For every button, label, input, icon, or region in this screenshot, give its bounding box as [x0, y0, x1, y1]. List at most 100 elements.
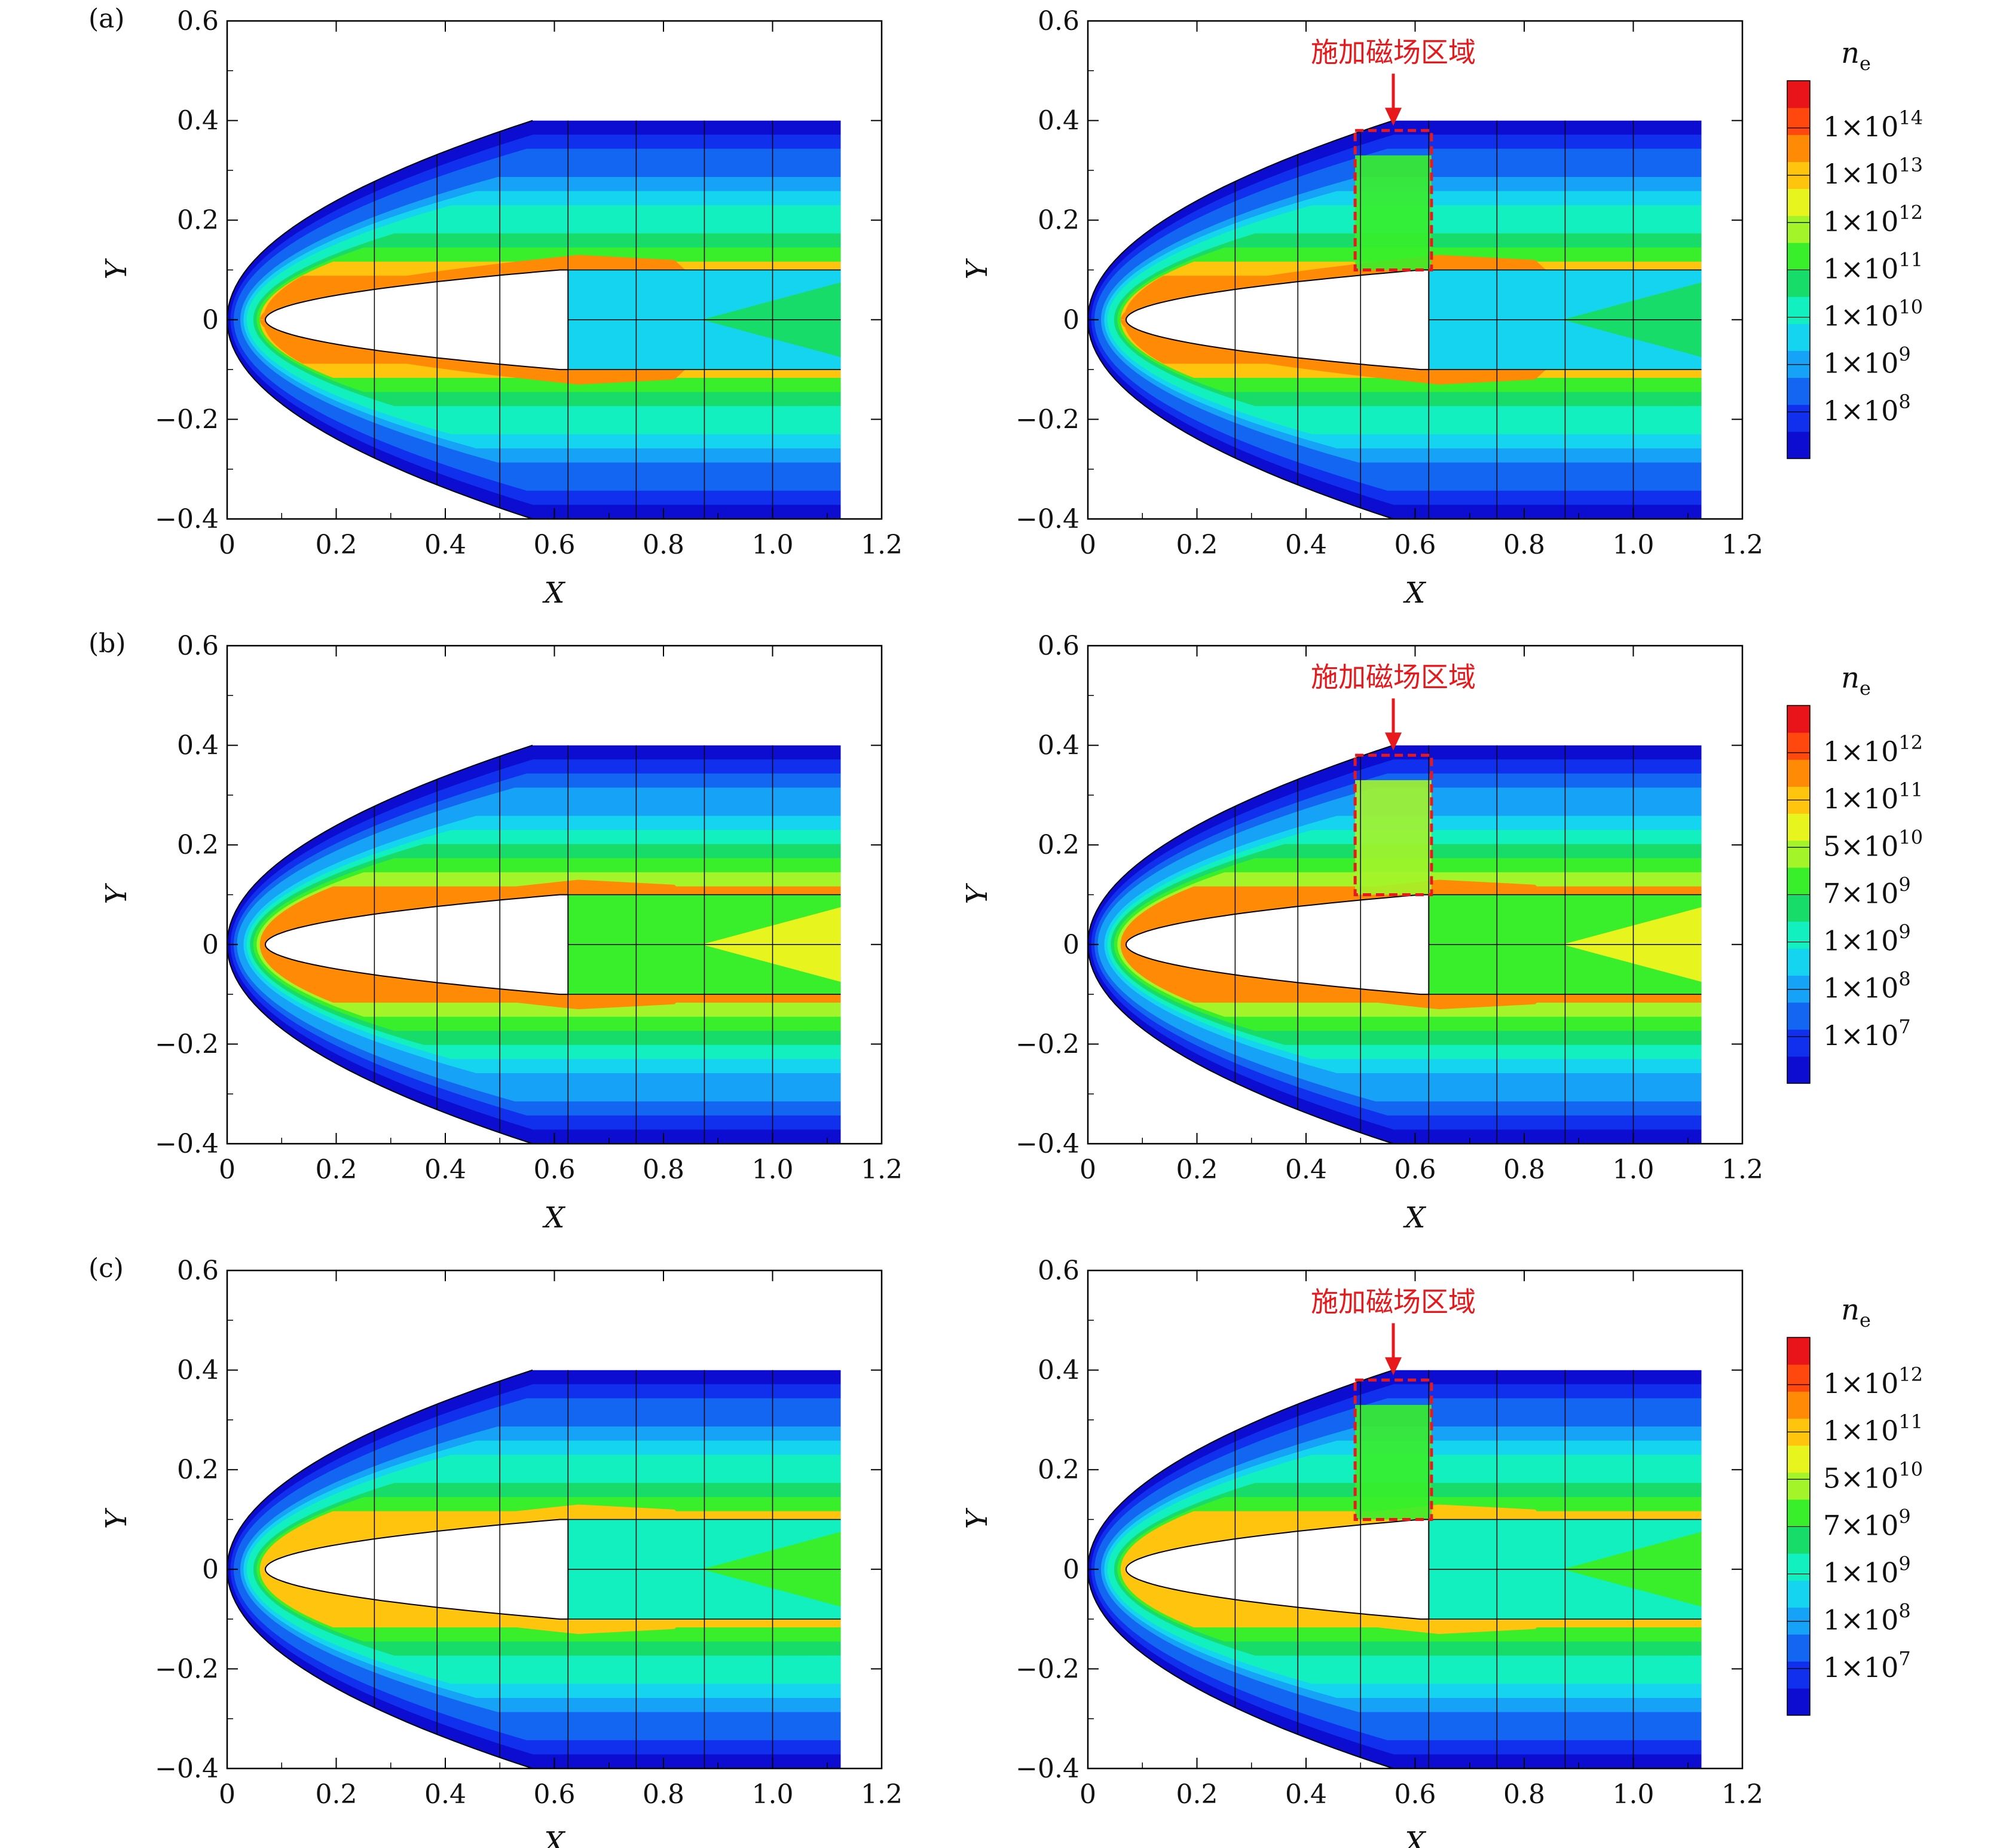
colorbar-label: 1×109 [1823, 1553, 1911, 1589]
x-tick-label: 1.0 [1613, 1779, 1655, 1810]
field-region-fill [1355, 780, 1432, 895]
contour-panel-a-no-field: 0 0.2 0.4 0.6 0.8 1.0 1.2 −0.4 −0.2 0 0.2 0.4 0.6 X Y [100, 6, 903, 610]
colorbar-swatch [1787, 431, 1810, 459]
colorbar-swatch [1787, 404, 1810, 432]
colorbar-label: 1×109 [1823, 921, 1911, 957]
x-tick-label: 0.8 [643, 1779, 684, 1810]
x-tick-label: 0 [1079, 1779, 1096, 1810]
x-axis-title: X [1402, 576, 1426, 610]
contour-panel-c-no-field: 0 0.2 0.4 0.6 0.8 1.0 1.2 −0.4 −0.2 0 0.2 0.4 0.6 X Y [100, 1256, 903, 1848]
x-tick-label: 1.2 [861, 1154, 903, 1185]
colorbar-swatch [1787, 1364, 1810, 1392]
colorbar-label-exp: 14 [1898, 106, 1923, 129]
annotation-label: 施加磁场区域 [1311, 1285, 1476, 1318]
x-tick-label: 0.6 [534, 1154, 576, 1185]
colorbar-label: 1×1011 [1823, 1410, 1923, 1447]
y-tick-label: 0.4 [177, 731, 219, 761]
colorbar-label: 1×1013 [1823, 154, 1923, 190]
y-tick-label: −0.4 [1016, 1754, 1079, 1784]
colorbar-swatch [1787, 242, 1810, 270]
x-tick-label: 1.2 [1721, 1779, 1763, 1810]
colorbar-swatch [1787, 81, 1810, 108]
colorbar-label-exp: 7 [1898, 1647, 1910, 1670]
contour-panel-c-field: 施加磁场区域 0 0.2 0.4 0.6 0.8 1.0 1.2 −0.4 −0.2 0 0.2 0.4… [961, 1256, 1763, 1848]
y-tick-label: −0.2 [155, 1029, 219, 1059]
colorbar-label-exp: 10 [1898, 1458, 1923, 1480]
y-tick-label: −0.4 [155, 1754, 219, 1784]
colorbar-a: ne 1×1014 1×1013 1×1012 1×1011 1×1010 1×109 1×1… [1787, 36, 1923, 459]
colorbar-swatch [1787, 840, 1810, 868]
colorbar-label-exp: 10 [1898, 826, 1923, 848]
y-tick-label: −0.4 [1016, 504, 1079, 534]
colorbar-swatch [1787, 297, 1810, 324]
contour-panel-b-no-field: 0 0.2 0.4 0.6 0.8 1.0 1.2 −0.4 −0.2 0 0.2 0.4 0.6 X Y [100, 631, 903, 1235]
panel-label-b: (b) [88, 628, 126, 659]
colorbar-c: ne 1×1012 1×1011 5×1010 7×109 1×109 1×108 1×107 [1787, 1293, 1923, 1716]
colorbar-label-exp: 9 [1898, 921, 1910, 943]
y-tick-label: −0.2 [155, 404, 219, 435]
vehicle-body [264, 269, 569, 371]
colorbar-b: ne 1×1012 1×1011 5×1010 7×109 1×109 1×108 1×107 [1787, 661, 1923, 1084]
colorbar-swatch [1787, 1526, 1810, 1554]
y-axis-title: Y [100, 1507, 133, 1529]
colorbar-title-sub: e [1860, 52, 1871, 75]
colorbar-swatch [1787, 1056, 1810, 1084]
colorbar-title: ne [1841, 36, 1871, 75]
colorbar-label: 1×1014 [1823, 106, 1923, 143]
y-tick-label: 0 [202, 930, 219, 960]
colorbar-title: ne [1841, 1293, 1871, 1331]
x-tick-label: 0.4 [424, 1779, 466, 1810]
x-tick-label: 0.4 [1285, 530, 1327, 560]
contour-panel-b-field: 施加磁场区域 0 0.2 0.4 0.6 0.8 1.0 1.2 −0.4 −0.2 0 0.2 0.4… [961, 631, 1763, 1235]
annotation-label: 施加磁场区域 [1311, 661, 1476, 693]
y-tick-label: 0.4 [1038, 1355, 1079, 1386]
x-tick-label: 1.2 [861, 530, 903, 560]
colorbar-label: 1×108 [1823, 390, 1911, 427]
y-tick-label: 0.2 [177, 1455, 219, 1485]
vehicle-body [264, 1519, 569, 1620]
colorbar-swatch [1787, 1553, 1810, 1581]
x-tick-label: 0.2 [316, 530, 357, 560]
x-tick-label: 0.2 [316, 1154, 357, 1185]
y-tick-label: 0 [202, 1554, 219, 1585]
x-tick-label: 0.8 [1503, 1154, 1545, 1185]
x-tick-label: 0.2 [1176, 1154, 1218, 1185]
colorbar-swatch [1787, 1391, 1810, 1419]
vehicle-body [264, 894, 569, 995]
colorbar-swatch [1787, 894, 1810, 922]
colorbar-title-sub: e [1860, 1309, 1871, 1331]
y-tick-label: 0 [1063, 1554, 1079, 1585]
colorbar-swatch [1787, 215, 1810, 243]
vehicle-body [1125, 894, 1430, 995]
x-tick-label: 0.4 [424, 530, 466, 560]
colorbar-label-exp: 8 [1898, 1600, 1910, 1623]
x-tick-label: 1.2 [1721, 1154, 1763, 1185]
colorbar-title-sub: e [1860, 677, 1871, 700]
annotation-label: 施加磁场区域 [1311, 36, 1476, 68]
y-axis-title: Y [100, 882, 133, 904]
x-tick-label: 0.4 [424, 1154, 466, 1185]
colorbar-label-exp: 8 [1898, 968, 1910, 991]
y-tick-label: 0.6 [177, 631, 219, 661]
colorbar-swatch [1787, 921, 1810, 949]
colorbar-label-exp: 13 [1898, 154, 1923, 176]
x-tick-label: 0.6 [534, 530, 576, 560]
x-axis-title: X [542, 1826, 565, 1848]
colorbar-swatch [1787, 1661, 1810, 1689]
y-tick-label: 0 [1063, 930, 1079, 960]
y-tick-label: 0.6 [1038, 1256, 1079, 1286]
colorbar-swatch [1787, 948, 1810, 976]
colorbar-swatch [1787, 135, 1810, 162]
x-tick-label: 1.0 [752, 1154, 794, 1185]
x-axis-title: X [542, 576, 565, 610]
colorbars: ne 1×1014 1×1013 1×1012 1×1011 1×1010 1×109 1×1… [1787, 36, 1923, 1716]
y-tick-label: 0.4 [1038, 731, 1079, 761]
colorbar-swatch [1787, 1688, 1810, 1716]
y-tick-label: −0.4 [155, 504, 219, 534]
colorbar-swatch [1787, 813, 1810, 841]
x-tick-label: 0 [219, 530, 236, 560]
y-tick-label: 0.4 [1038, 106, 1079, 136]
colorbar-label: 7×109 [1823, 1505, 1911, 1541]
colorbar-swatch [1787, 108, 1810, 135]
colorbar-label: 1×108 [1823, 1600, 1911, 1636]
